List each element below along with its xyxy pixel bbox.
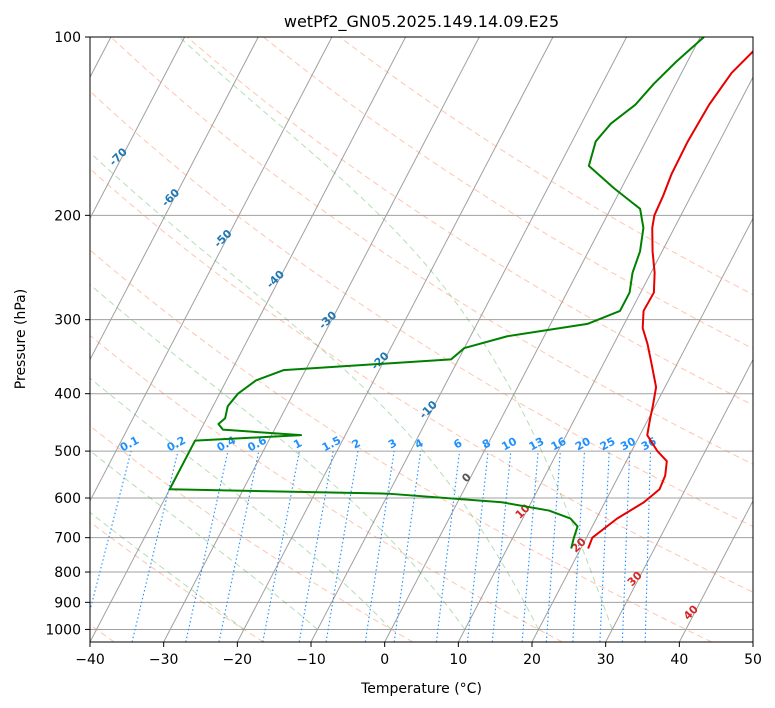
x-tick-label: 10: [449, 652, 467, 668]
mixing-ratio-label: 20: [573, 435, 593, 454]
isotherm-line: [605, 358, 753, 642]
mixing-ratio-line: [185, 450, 229, 642]
mixing-ratio-line: [364, 451, 395, 642]
dry-adiabat: [90, 425, 414, 642]
mixing-ratio-line: [131, 450, 179, 642]
mixing-ratio-line: [262, 450, 300, 642]
x-tick-label: 40: [670, 652, 688, 668]
isotherm-line: [90, 37, 259, 361]
y-tick-label: 100: [54, 30, 81, 46]
y-axis-label: Pressure (hPa): [13, 289, 29, 389]
x-axis-label: Temperature (°C): [360, 681, 482, 697]
dry-adiabat: [90, 249, 712, 642]
y-tick-label: 800: [54, 565, 81, 581]
moist-adiabat: [90, 377, 392, 630]
isotherm-line: [90, 37, 333, 502]
isotherm-line: [531, 217, 753, 642]
isotherm-line: [678, 499, 753, 642]
x-tick-label: 0: [380, 652, 389, 668]
y-tick-label: 300: [54, 313, 81, 329]
y-tick-label: 500: [54, 444, 81, 460]
plot-frame: [89, 36, 754, 643]
isotherm-line: [90, 37, 407, 642]
x-tick-label: −30: [149, 652, 179, 668]
x-tick-label: 30: [597, 652, 615, 668]
sounding-traces: [168, 37, 753, 549]
moist-adiabat: [90, 151, 539, 630]
dry-adiabat: [186, 37, 753, 406]
mixing-ratio-label: 13: [527, 435, 547, 454]
dewpoint-trace: [168, 37, 705, 549]
mixing-ratio-line: [325, 451, 359, 642]
x-tick-label: −20: [223, 652, 253, 668]
mixing-ratio-line: [393, 451, 422, 642]
x-tick-label: 20: [523, 652, 541, 668]
y-tick-label: 600: [54, 491, 81, 507]
x-tick-label: −10: [296, 652, 326, 668]
mixing-ratio-line: [218, 450, 260, 642]
mixing-ratio-label: 25: [598, 435, 618, 454]
moist-adiabat: [90, 283, 466, 630]
isotherm-line: [384, 37, 701, 642]
moist-adiabat: [179, 37, 613, 630]
temperature-trace: [587, 50, 753, 549]
mixing-ratio-line: [466, 451, 489, 642]
background-lines: [90, 37, 753, 642]
dry-adiabat: [339, 37, 753, 296]
y-tick-label: 900: [54, 595, 81, 611]
y-tick-label: 200: [54, 208, 81, 224]
moist-adiabat: [90, 450, 318, 630]
mixing-ratio-line: [435, 451, 461, 642]
isotherm-line: [457, 76, 753, 642]
isotherm-line: [163, 37, 480, 642]
isotherm-line: [310, 37, 628, 642]
mixing-ratio-label: 30: [618, 435, 638, 454]
y-tick-label: 1000: [45, 622, 81, 638]
mixing-ratio-line: [298, 451, 334, 642]
mixing-ratio-label: 10: [499, 435, 519, 454]
mixing-ratio-label: 36: [639, 435, 659, 454]
dry-adiabat: [90, 168, 753, 593]
mixing-ratio-label: 16: [549, 435, 569, 454]
y-tick-label: 700: [54, 531, 81, 547]
axes: −40 −30 −20 −10 0 10 20 30 40 50 1000 900 800 700 600 5…: [45, 30, 762, 668]
isotherm-line: [90, 37, 186, 220]
dry-adiabat: [90, 90, 753, 528]
x-tick-label: 50: [744, 652, 762, 668]
y-tick-label: 400: [54, 387, 81, 403]
isotherm-line: [236, 37, 554, 642]
x-tick-label: −40: [75, 652, 105, 668]
chart-title: wetPf2_GN05.2025.149.14.09.E25: [284, 12, 559, 32]
